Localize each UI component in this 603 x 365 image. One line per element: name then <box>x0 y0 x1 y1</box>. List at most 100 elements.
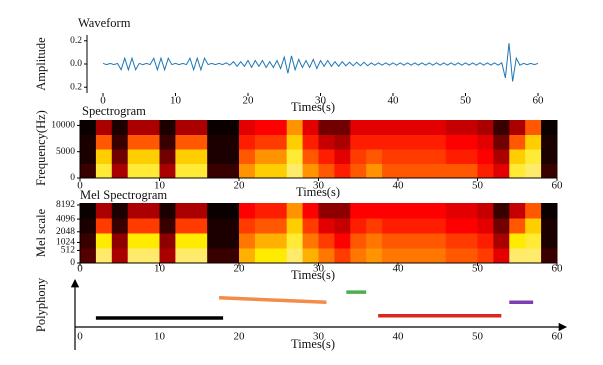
x-tick-label: 40 <box>393 263 405 275</box>
heat-cell <box>398 203 415 219</box>
heat-cell <box>398 233 415 249</box>
heat-cell <box>270 233 288 249</box>
heat-cell <box>382 134 399 150</box>
heat-cell <box>429 163 447 179</box>
heat-cell <box>127 134 145 150</box>
heat-cell <box>239 163 256 179</box>
heat-cell <box>445 233 463 249</box>
heat-cell <box>270 248 288 264</box>
heat-cell <box>223 120 240 135</box>
heat-cell <box>477 120 494 135</box>
heat-cell <box>461 163 478 179</box>
heat-cell <box>286 134 304 150</box>
heat-cell <box>111 134 129 150</box>
heat-cell <box>239 120 256 135</box>
y-tick-label: 2048 <box>56 227 75 237</box>
heat-cell <box>80 149 97 164</box>
heat-cell <box>159 203 176 219</box>
heat-cell <box>207 163 224 179</box>
heat-cell <box>413 218 431 234</box>
heat-cell <box>95 233 113 249</box>
heat-cell <box>223 203 240 219</box>
heat-cell <box>175 233 192 249</box>
heat-cell <box>366 248 383 264</box>
heat-cell <box>461 248 478 264</box>
heat-cell <box>111 120 129 135</box>
heat-cell <box>350 218 367 234</box>
waveform-line <box>102 43 539 82</box>
heat-cell <box>445 218 463 234</box>
heat-cell <box>382 163 399 179</box>
heat-cell <box>493 120 510 135</box>
heat-cell <box>350 203 367 219</box>
heat-cell <box>398 120 415 135</box>
heat-cell <box>191 120 208 135</box>
heat-cell <box>111 149 129 164</box>
heat-cell <box>413 248 431 264</box>
x-tick-label: 50 <box>472 263 484 275</box>
heat-cell <box>493 149 510 164</box>
heat-cell <box>461 218 478 234</box>
heat-cell <box>127 149 145 164</box>
heat-cell <box>111 163 129 179</box>
heat-cell <box>366 120 383 135</box>
y-tick-label: 0.2 <box>70 82 82 92</box>
heat-cell <box>318 233 335 249</box>
heat-cell <box>95 203 113 219</box>
heat-cell <box>111 218 129 234</box>
heat-cell <box>334 203 351 219</box>
heat-cell <box>525 203 542 219</box>
heat-cell <box>477 134 494 150</box>
heat-cell <box>239 134 256 150</box>
heat-cell <box>461 134 478 150</box>
heat-cell <box>143 134 160 150</box>
heat-cell <box>525 163 542 179</box>
panel-title: Waveform <box>78 16 131 30</box>
x-tick-label: 30 <box>315 95 327 107</box>
heat-cell <box>80 163 97 179</box>
heat-cell <box>270 149 288 164</box>
heat-cell <box>286 149 304 164</box>
heat-cell <box>413 163 431 179</box>
heat-cell <box>366 203 383 219</box>
heat-cell <box>95 120 113 135</box>
y-tick-label: 1024 <box>56 238 75 248</box>
heat-cell <box>159 149 176 164</box>
heat-cell <box>159 233 176 249</box>
heat-cell <box>143 149 160 164</box>
heat-cell <box>191 134 208 150</box>
heat-cell <box>127 163 145 179</box>
heat-cell <box>509 149 526 164</box>
heat-cell <box>366 233 383 249</box>
heat-cell <box>286 163 304 179</box>
heat-cell <box>239 233 256 249</box>
heat-cell <box>366 218 383 234</box>
heat-cell <box>461 149 478 164</box>
y-tick-label: 0 <box>70 173 75 183</box>
heat-cell <box>175 248 192 264</box>
x-tick-label: 10 <box>170 95 182 107</box>
x-axis-label: Times(s) <box>296 185 340 199</box>
heat-cell <box>509 120 526 135</box>
heat-cell <box>175 149 192 164</box>
heat-cell <box>477 163 494 179</box>
heat-cell <box>366 134 383 150</box>
heat-cell <box>175 120 192 135</box>
heat-cell <box>509 203 526 219</box>
heat-cell <box>382 218 399 234</box>
heat-cell <box>127 248 145 264</box>
x-tick-label: 40 <box>393 180 405 192</box>
y-tick-label: 0.2 <box>70 36 82 46</box>
heat-cell <box>461 203 478 219</box>
y-tick-label: 0.0 <box>70 59 82 69</box>
panel-title: Spectrogram <box>82 104 146 118</box>
heat-cell <box>80 218 97 234</box>
heat-cell <box>159 120 176 135</box>
heat-cell <box>286 233 304 249</box>
heat-cell <box>413 203 431 219</box>
heat-cell <box>80 248 97 264</box>
heat-cell <box>541 203 558 219</box>
heat-cell <box>350 120 367 135</box>
y-axis-label: Amplitude <box>34 37 48 91</box>
heat-cell <box>254 134 272 150</box>
